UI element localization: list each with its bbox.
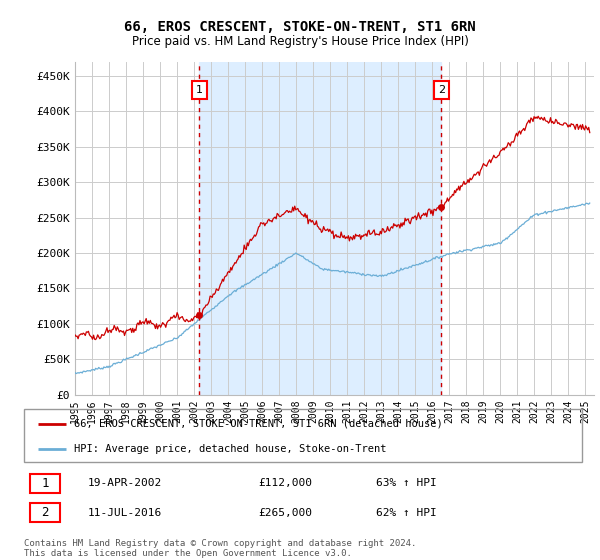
Bar (199, 62, 442, 395)
Text: 2: 2 (438, 85, 445, 95)
Text: Contains HM Land Registry data © Crown copyright and database right 2024.
This d: Contains HM Land Registry data © Crown c… (24, 539, 416, 558)
FancyBboxPatch shape (29, 474, 60, 493)
Text: 19-APR-2002: 19-APR-2002 (88, 478, 163, 488)
Text: 63% ↑ HPI: 63% ↑ HPI (376, 478, 436, 488)
Text: 62% ↑ HPI: 62% ↑ HPI (376, 508, 436, 518)
Text: 66, EROS CRESCENT, STOKE-ON-TRENT, ST1 6RN: 66, EROS CRESCENT, STOKE-ON-TRENT, ST1 6… (124, 20, 476, 34)
Text: 1: 1 (41, 477, 49, 490)
Text: Price paid vs. HM Land Registry's House Price Index (HPI): Price paid vs. HM Land Registry's House … (131, 35, 469, 48)
Text: £265,000: £265,000 (259, 508, 313, 518)
Text: 11-JUL-2016: 11-JUL-2016 (88, 508, 163, 518)
Text: HPI: Average price, detached house, Stoke-on-Trent: HPI: Average price, detached house, Stok… (74, 444, 387, 454)
Text: 66, EROS CRESCENT, STOKE-ON-TRENT, ST1 6RN (detached house): 66, EROS CRESCENT, STOKE-ON-TRENT, ST1 6… (74, 419, 443, 429)
Text: £112,000: £112,000 (259, 478, 313, 488)
Text: 1: 1 (196, 85, 203, 95)
FancyBboxPatch shape (29, 503, 60, 522)
Text: 2: 2 (41, 506, 49, 519)
